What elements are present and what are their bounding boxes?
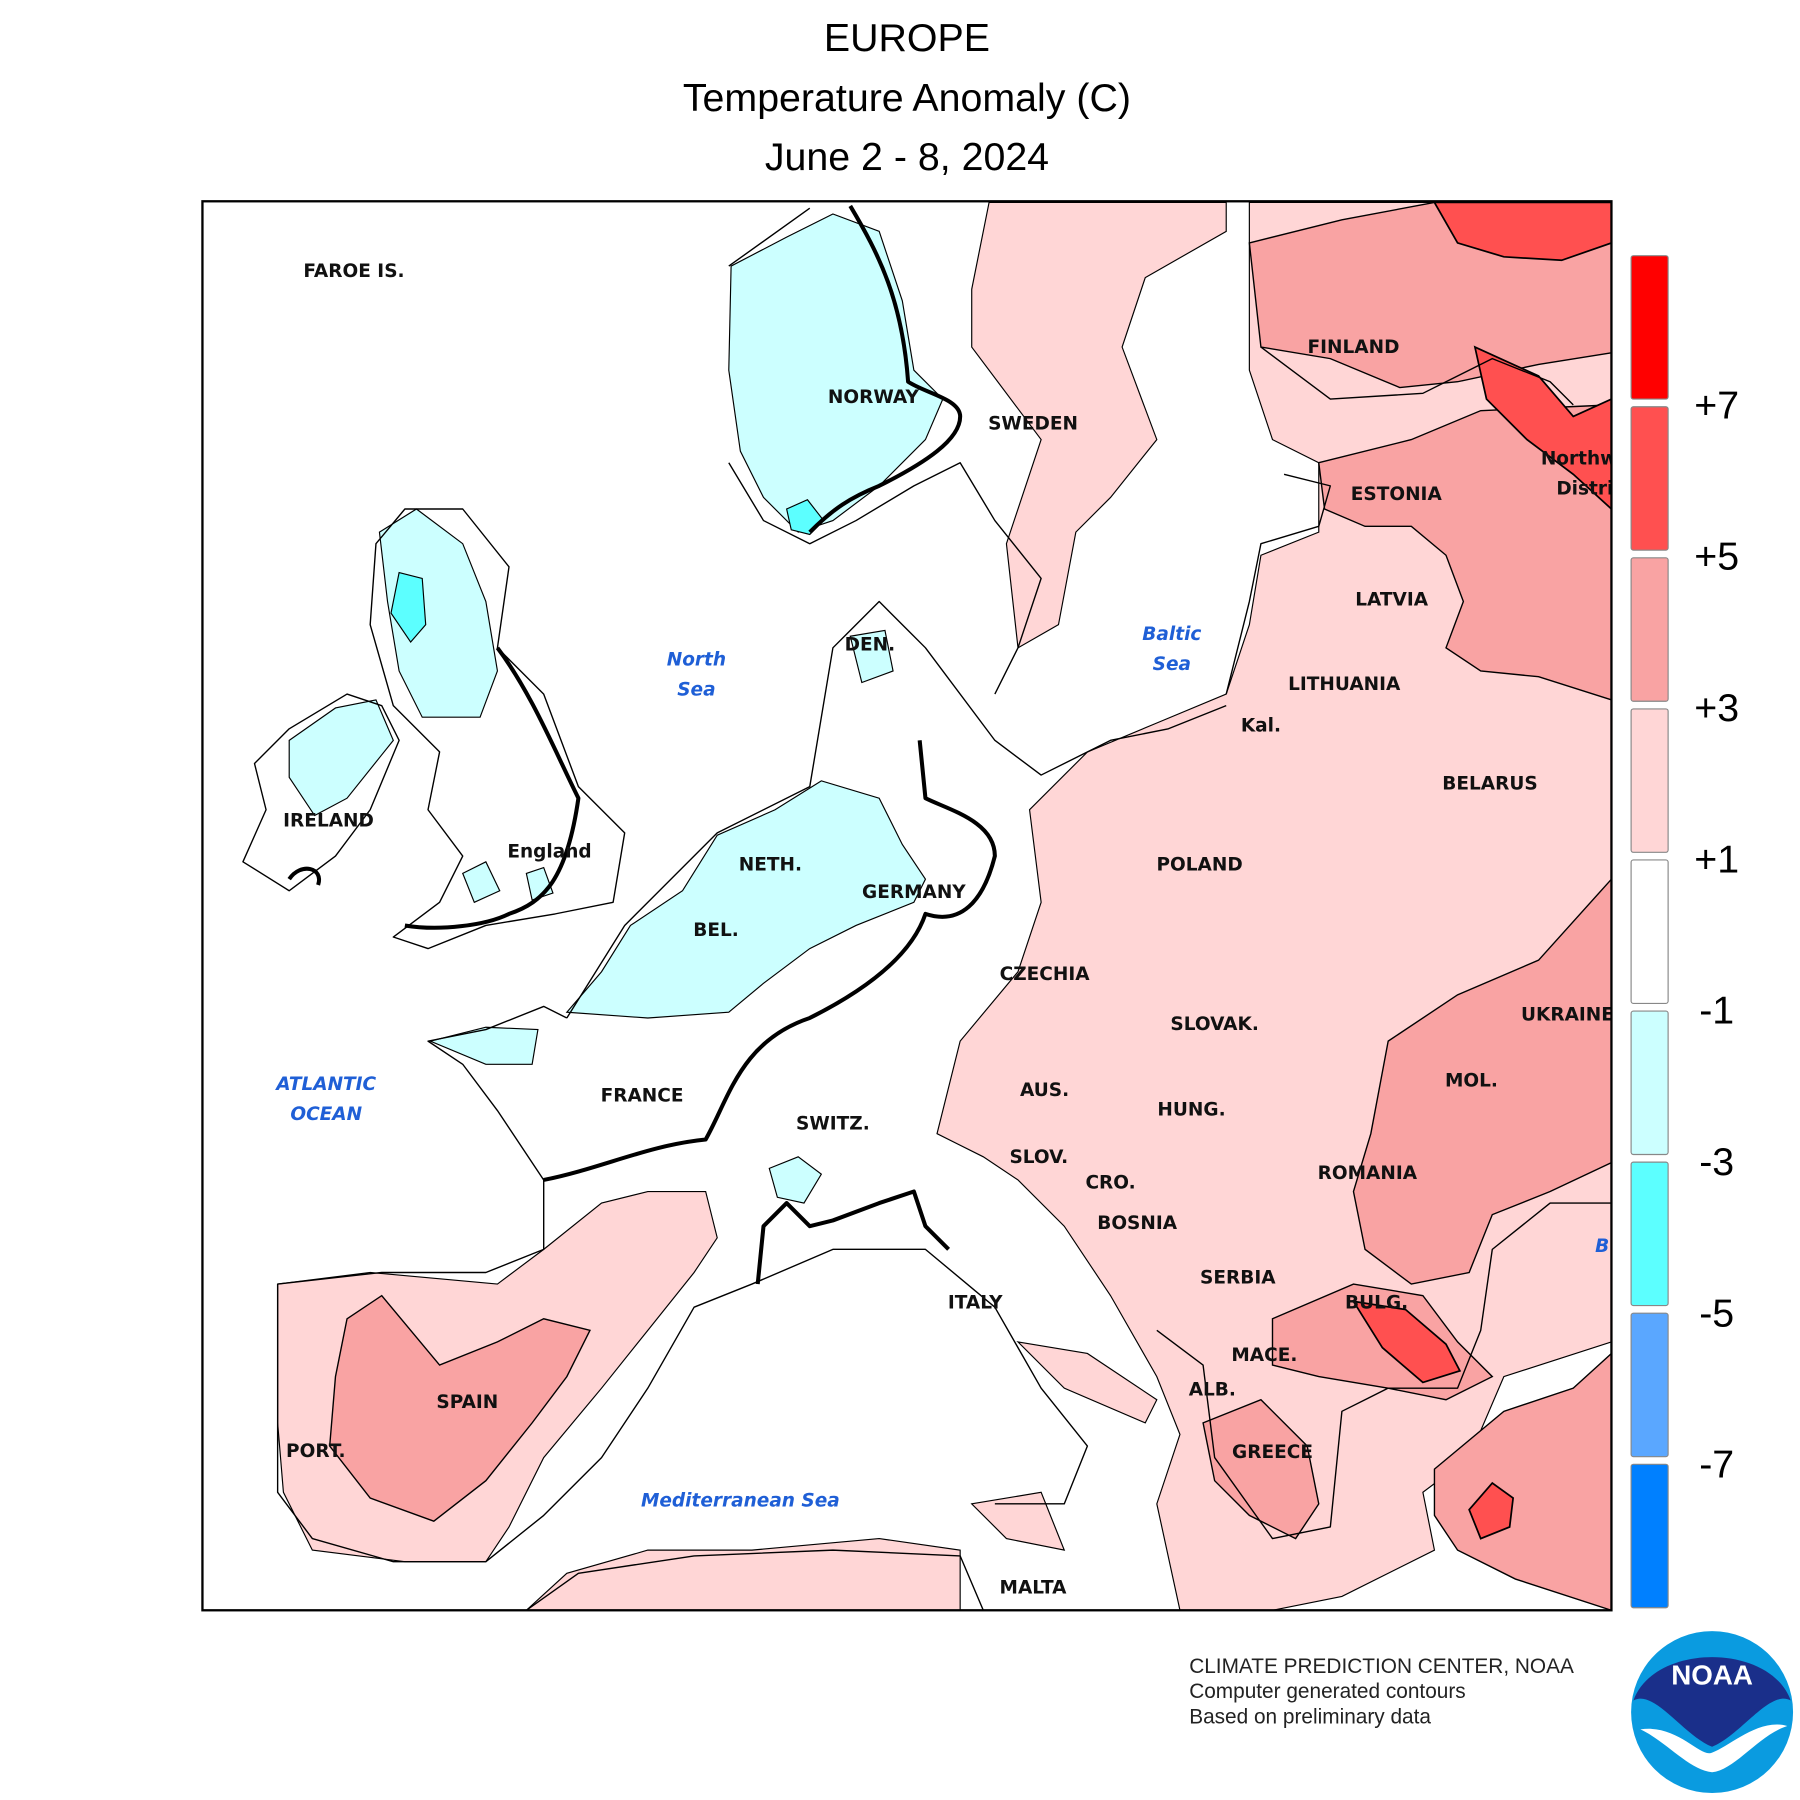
country-label: GERMANY [862,882,966,903]
legend-tick-label: +7 [1694,383,1739,427]
legend-swatch [1630,1312,1669,1458]
legend-tick-label: +1 [1694,837,1739,881]
footer-line: CLIMATE PREDICTION CENTER, NOAA [1189,1655,1574,1678]
country-label: Northw [1541,448,1617,469]
legend-tick-label: -5 [1699,1291,1734,1335]
country-label: England [507,842,591,863]
country-label: BELARUS [1442,773,1537,794]
footer-line: Computer generated contours [1189,1680,1466,1703]
country-label: BEL. [693,920,739,941]
country-label: AUS. [1020,1080,1069,1101]
country-label: BOSNIA [1097,1213,1178,1234]
country-label: ESTONIA [1351,484,1443,505]
legend-swatch [1630,406,1669,551]
anomaly-plus3 [328,201,1612,1611]
country-label: SERBIA [1200,1267,1276,1288]
legend: +7 +5 +3 +1 -1 -3 -5 -7 [1630,255,1739,1609]
legend-tick-label: +5 [1694,535,1739,579]
coastline [242,207,1612,1611]
sea-label: Sea [1153,654,1191,675]
country-label: LITHUANIA [1288,674,1401,695]
country-label: ROMANIA [1318,1163,1418,1184]
period: June 2 - 8, 2024 [765,135,1049,179]
sea-label: Mediterranean Sea [641,1491,840,1512]
sea-label: OCEAN [290,1104,362,1125]
country-label: FRANCE [601,1086,684,1107]
country-label: NETH. [739,854,802,875]
country-label: MOL. [1445,1071,1498,1092]
country-label: UKRAINE [1521,1005,1614,1026]
country-label: ITALY [948,1293,1003,1314]
map-labels: FAROE IS. NORWAY SWEDEN FINLAND ESTONIA LATVI… [274,261,1617,1598]
legend-swatch [1630,1463,1669,1609]
country-label: Kal. [1241,715,1281,736]
legend-tick-label: -7 [1699,1443,1734,1487]
country-label: CZECHIA [1000,964,1091,985]
country-label: IRELAND [283,810,374,831]
logo-text: NOAA [1671,1659,1753,1690]
anomaly-minus1 [288,213,944,1204]
sea-label: North [667,650,726,671]
anomaly-plus5 [1351,201,1612,1540]
sea-label: Baltic [1142,624,1201,645]
legend-tick-label: +3 [1694,686,1739,730]
legend-swatch [1630,1161,1669,1307]
footer: CLIMATE PREDICTION CENTER, NOAA Computer… [1189,1631,1794,1794]
legend-tick-label: -1 [1699,989,1734,1033]
country-label: SWEDEN [988,414,1078,435]
country-label: LATVIA [1355,589,1428,610]
country-label: DEN. [845,635,896,656]
legend-tick-label: -3 [1699,1140,1734,1184]
country-label: ALB. [1189,1379,1236,1400]
legend-swatch [1630,255,1669,400]
region-title: EUROPE [824,16,990,60]
footer-line: Based on preliminary data [1189,1706,1431,1729]
country-label: FINLAND [1307,337,1399,358]
country-label: Distri [1556,478,1613,499]
country-label: CRO. [1085,1172,1135,1193]
map: FAROE IS. NORWAY SWEDEN FINLAND ESTONIA LATVI… [202,201,1617,1611]
country-label: SWITZ. [796,1113,870,1134]
map-title: Temperature Anomaly (C) [683,76,1131,120]
country-label: MALTA [1000,1577,1068,1598]
sea-label: B [1595,1236,1609,1257]
legend-swatch [1630,557,1669,702]
legend-swatch [1630,1010,1669,1156]
sea-label: ATLANTIC [274,1074,376,1095]
legend-swatch [1630,708,1669,853]
country-label: SLOVAK. [1170,1014,1258,1035]
country-label: POLAND [1156,854,1242,875]
country-label: GREECE [1232,1442,1313,1463]
country-label: FAROE IS. [303,261,404,282]
country-label: SLOV. [1009,1147,1068,1168]
noaa-logo: NOAA [1631,1631,1794,1794]
country-label: MACE. [1231,1345,1297,1366]
country-label: HUNG. [1157,1100,1225,1121]
legend-swatch [1630,859,1669,1004]
country-label: NORWAY [828,387,920,408]
country-label: BULG. [1345,1293,1408,1314]
country-label: SPAIN [436,1392,498,1413]
sea-label: Sea [677,680,715,701]
map-frame [201,200,1613,1612]
zero-contour [287,204,997,1285]
country-label: PORT. [286,1441,346,1462]
